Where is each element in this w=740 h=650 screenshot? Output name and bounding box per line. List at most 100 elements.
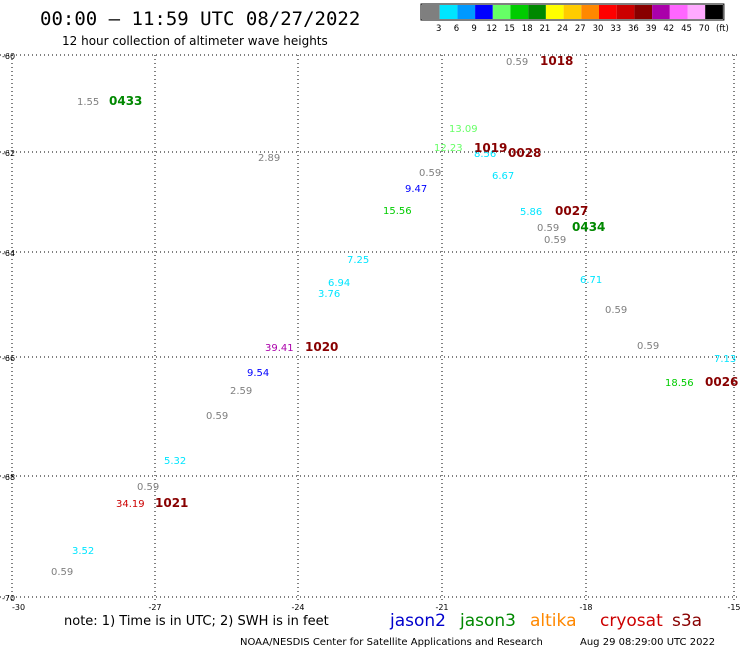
longitude-label: -15 — [727, 603, 740, 612]
legend-label: 21 — [539, 24, 550, 34]
legend-label: 33 — [610, 24, 621, 34]
pass-time-label: 1020 — [305, 340, 338, 354]
legend-swatch — [705, 5, 723, 19]
footer-note: note: 1) Time is in UTC; 2) SWH is in fe… — [64, 614, 329, 629]
legend-swatch — [439, 5, 458, 19]
legend-swatch — [581, 5, 599, 19]
wave-height-label: 9.54 — [247, 368, 269, 379]
legend-label: 70 — [699, 24, 710, 34]
legend-frame — [420, 3, 725, 21]
satellite-label: jason3 — [459, 611, 516, 631]
generated-timestamp: Aug 29 08:29:00 UTC 2022 — [580, 637, 715, 648]
lat-lon-grid — [0, 54, 740, 600]
legend-swatch — [422, 5, 440, 19]
latitude-label: -68 — [2, 473, 15, 482]
satellite-label: s3a — [672, 611, 702, 631]
longitude-label: -24 — [291, 603, 304, 612]
satellite-legend: jason2 jason3 altika cryosat s3a — [389, 611, 702, 631]
wave-height-label: 0.59 — [637, 341, 659, 352]
latitude-label: -66 — [2, 354, 15, 363]
legend-label: 30 — [593, 24, 604, 34]
wave-height-label: 39.41 — [265, 343, 294, 354]
legend-swatch — [510, 5, 529, 19]
latitude-label: -64 — [2, 249, 15, 258]
wave-height-label: 5.32 — [164, 456, 186, 467]
legend-label: 27 — [575, 24, 586, 34]
wave-height-label: 0.59 — [51, 567, 73, 578]
legend-swatch — [599, 5, 617, 19]
wave-height-label: 18.56 — [665, 378, 694, 389]
wave-height-label: 13.09 — [449, 124, 478, 135]
longitude-label: -30 — [12, 603, 25, 612]
satellite-label: jason2 — [389, 611, 446, 631]
wave-height-label: 34.19 — [116, 499, 145, 510]
legend-swatch — [652, 5, 670, 19]
wave-height-label: 6.94 — [328, 278, 350, 289]
wave-height-label: 15.56 — [383, 206, 412, 217]
legend-swatch — [563, 5, 582, 19]
legend-swatch — [687, 5, 706, 19]
wave-height-label: 2.89 — [258, 153, 280, 164]
legend-swatch — [616, 5, 635, 19]
legend-swatch — [634, 5, 653, 19]
longitude-label: -21 — [435, 603, 448, 612]
legend-label: 45 — [681, 24, 692, 34]
legend-label: 24 — [557, 24, 568, 34]
pass-time-label: 0028 — [508, 146, 541, 160]
pass-time-label: 0027 — [555, 204, 588, 218]
credit-line: NOAA/NESDIS Center for Satellite Applica… — [240, 637, 543, 648]
color-legend: 3 6 9 12 15 18 21 24 27 30 33 36 39 42 45 70 (ft) — [420, 3, 729, 34]
satellite-label: cryosat — [600, 611, 663, 631]
wave-height-label: 9.47 — [405, 184, 427, 195]
wave-height-label: 0.59 — [506, 57, 528, 68]
longitude-label: -27 — [148, 603, 161, 612]
wave-height-label: 12.23 — [434, 143, 463, 154]
latitude-label: -60 — [2, 52, 15, 61]
legend-label: 9 — [471, 24, 476, 34]
pass-time-label: 0026 — [705, 375, 738, 389]
wave-height-label: 8.56 — [474, 149, 496, 160]
satellite-label: altika — [530, 611, 577, 631]
latitude-label: -62 — [2, 149, 15, 158]
legend-label: 18 — [522, 24, 533, 34]
pass-time-label: 1019 — [474, 141, 507, 155]
wave-height-label: 7.13 — [714, 354, 736, 365]
longitude-label: -18 — [579, 603, 592, 612]
map-title: 00:00 — 11:59 UTC 08/27/2022 — [40, 8, 360, 30]
wave-height-label: 6.71 — [580, 275, 602, 286]
wave-height-label: 0.59 — [544, 235, 566, 246]
pass-time-label: 0434 — [572, 220, 605, 234]
axis-labels: -60 -62 -64 -66 -68 -70-30 -27 -24 -21 -18 -15 — [2, 52, 740, 612]
map-subtitle: 12 hour collection of altimeter wave hei… — [62, 34, 328, 48]
pass-time-label: 1021 — [155, 496, 188, 510]
legend-unit: (ft) — [716, 24, 729, 34]
legend-swatch — [457, 5, 476, 19]
wave-height-label: 0.59 — [605, 305, 627, 316]
wave-height-label: 5.86 — [520, 207, 542, 218]
wave-height-label: 7.25 — [347, 255, 369, 266]
legend-swatch — [669, 5, 688, 19]
wave-height-label: 0.59 — [206, 411, 228, 422]
wave-height-label: 0.59 — [537, 223, 559, 234]
legend-swatch — [528, 5, 546, 19]
legend-label: 36 — [628, 24, 639, 34]
legend-label: 15 — [504, 24, 515, 34]
legend-label: 12 — [486, 24, 497, 34]
wave-height-label: 3.76 — [318, 289, 340, 300]
footer: note: 1) Time is in UTC; 2) SWH is in fe… — [64, 611, 715, 648]
wave-height-label: 0.59 — [137, 482, 159, 493]
legend-label: 3 — [436, 24, 441, 34]
wave-height-label: 0.59 — [419, 168, 441, 179]
latitude-label: -70 — [2, 594, 15, 603]
observations: 0.59 1.55 13.09 12.23 8.56 2.89 0.59 6.67 9.47 15… — [51, 54, 738, 578]
legend-swatch — [492, 5, 511, 19]
legend-label: 39 — [646, 24, 657, 34]
wave-height-label: 6.67 — [492, 171, 514, 182]
legend-swatch — [545, 5, 564, 19]
wave-height-label: 3.52 — [72, 546, 94, 557]
pass-time-label: 0433 — [109, 94, 142, 108]
wave-height-label: 1.55 — [77, 97, 99, 108]
legend-swatch — [475, 5, 493, 19]
legend-label: 42 — [663, 24, 674, 34]
